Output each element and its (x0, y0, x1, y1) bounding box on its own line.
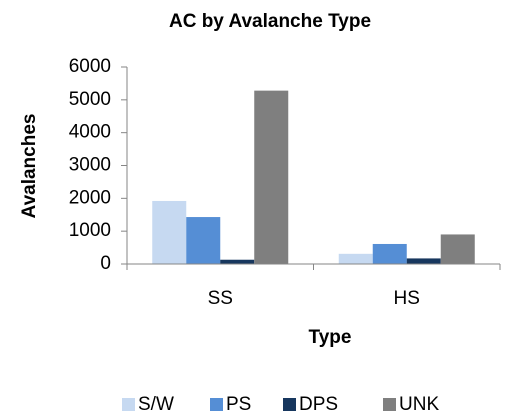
legend-swatch (383, 398, 396, 411)
bar (372, 243, 407, 264)
y-tick-label: 2000 (69, 187, 111, 208)
legend-swatch (122, 398, 135, 411)
y-tick-label: 1000 (69, 220, 111, 241)
x-axis-label: Type (309, 327, 352, 348)
y-tick-label: 6000 (69, 56, 111, 77)
legend-label: S/W (138, 394, 174, 415)
bar (406, 258, 441, 264)
legend-label: DPS (299, 394, 338, 415)
y-axis-label: Avalanches (19, 114, 40, 219)
y-tick-label: 4000 (69, 122, 111, 143)
bar (440, 234, 475, 264)
bar (186, 217, 221, 264)
bar (152, 200, 187, 264)
legend-label: PS (226, 394, 251, 415)
bar (220, 259, 255, 264)
x-tick-label: HS (394, 288, 420, 309)
y-tick-label: 5000 (69, 89, 111, 110)
legend-swatch (210, 398, 223, 411)
y-tick-label: 0 (100, 253, 111, 274)
legend-label: UNK (399, 394, 439, 415)
x-tick-label: SS (208, 288, 233, 309)
bar (338, 253, 373, 264)
bar (254, 90, 289, 264)
legend-swatch (283, 398, 296, 411)
chart-title: AC by Avalanche Type (169, 11, 371, 32)
y-tick-label: 3000 (69, 155, 111, 176)
